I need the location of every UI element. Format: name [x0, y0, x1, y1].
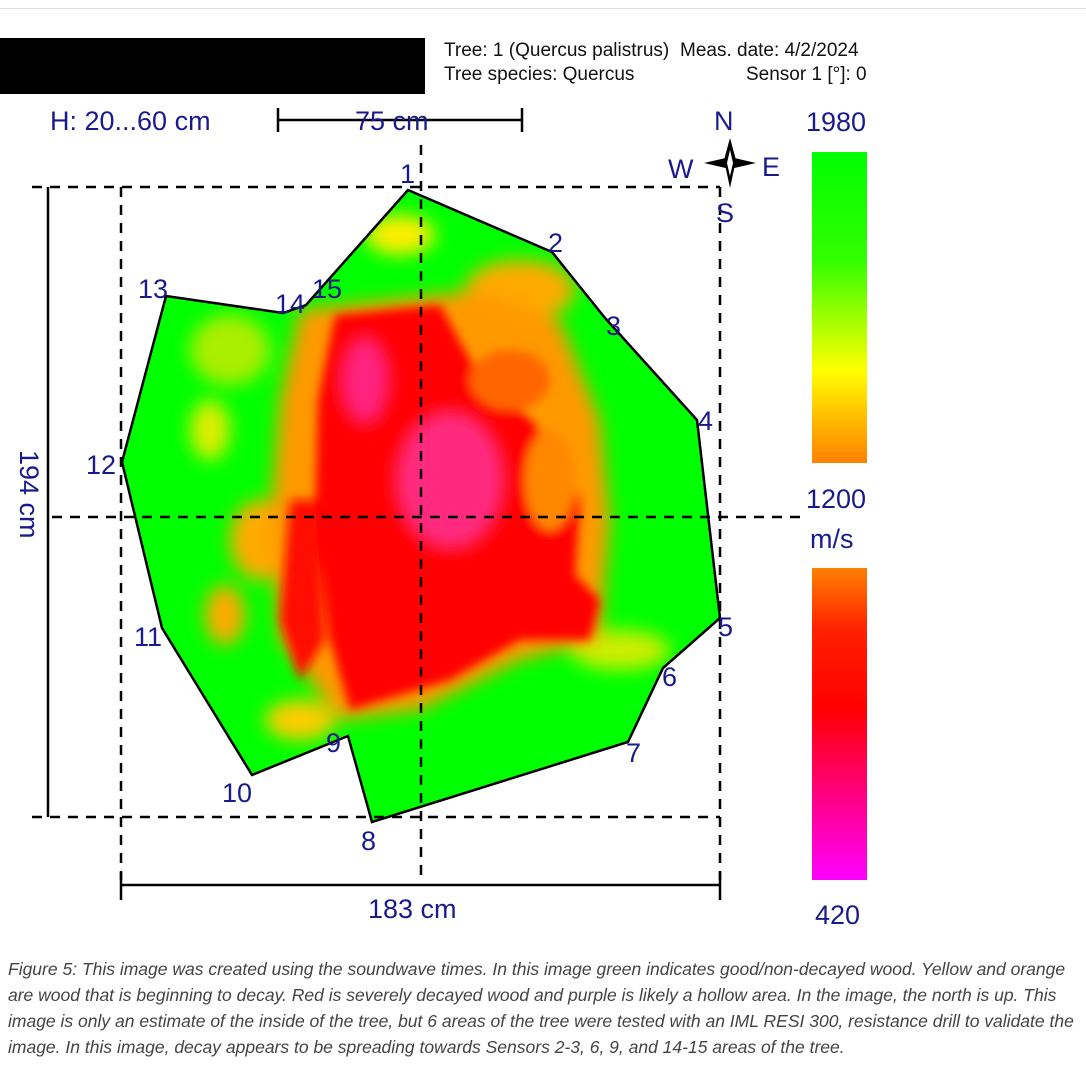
sensor-13: 13 — [138, 274, 168, 304]
legend-max: 1980 — [806, 107, 866, 137]
scale-bar-label: 75 cm — [355, 106, 429, 136]
sensor-9: 9 — [326, 728, 341, 758]
meas-date: Meas. date: 4/2/2024 — [680, 40, 859, 61]
sensor-5: 5 — [718, 612, 733, 642]
redacted-block — [0, 38, 425, 94]
sensor-1: 1 — [400, 159, 415, 189]
legend-bar-bottom — [812, 568, 867, 880]
sensor-15: 15 — [312, 274, 342, 304]
legend-mid: 1200 — [806, 484, 866, 514]
sensor-4: 4 — [698, 406, 713, 436]
sensor-12: 12 — [86, 450, 116, 480]
sensor-2: 2 — [548, 228, 563, 258]
width-dimension: 183 cm — [368, 894, 457, 924]
sensor-7: 7 — [626, 738, 641, 768]
sensor-10: 10 — [222, 778, 252, 808]
sensor-3: 3 — [606, 311, 621, 341]
sensor-angle: Sensor 1 [°]: 0 — [746, 64, 867, 85]
compass-w: W — [668, 154, 694, 184]
sensor-11: 11 — [134, 622, 162, 652]
tree-label: Tree: 1 (Quercus palistrus) — [444, 40, 670, 61]
dimension-lines — [46, 108, 722, 900]
legend-min: 420 — [815, 900, 860, 930]
height-range: H: 20...60 cm — [50, 106, 211, 136]
figure-caption: Figure 5: This image was created using t… — [8, 959, 1074, 1057]
legend-bar-top — [812, 152, 867, 463]
tree-outline — [120, 188, 722, 824]
grid-lines — [32, 145, 800, 880]
legend-unit: m/s — [810, 524, 854, 554]
sensor-14: 14 — [275, 289, 305, 319]
sensor-8: 8 — [361, 826, 376, 856]
compass-e: E — [762, 152, 780, 182]
compass-icon — [704, 138, 756, 188]
sensor-6: 6 — [662, 662, 677, 692]
height-dimension: 194 cm — [14, 450, 44, 539]
species-label: Tree species: Quercus — [444, 64, 635, 85]
compass-s: S — [716, 198, 734, 228]
tomogram-figure: N S E W H: 20...60 cm 75 cm 183 cm 194 c… — [14, 106, 867, 930]
compass-n: N — [714, 106, 734, 136]
sensor-labels: 1 2 3 4 5 6 7 8 9 10 11 12 13 14 15 — [86, 159, 733, 856]
page-divider — [0, 8, 1086, 9]
